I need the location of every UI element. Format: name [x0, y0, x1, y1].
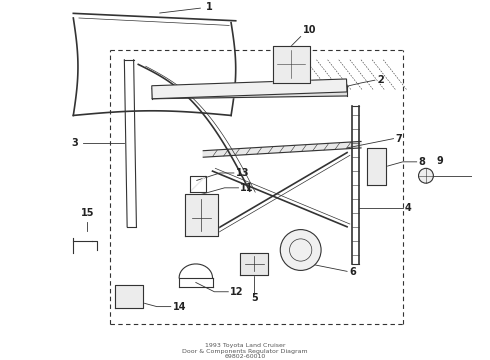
Text: 1993 Toyota Land Cruiser
Door & Components Regulator Diagram
69802-60010: 1993 Toyota Land Cruiser Door & Componen…	[182, 343, 308, 359]
Text: 9: 9	[437, 157, 443, 166]
Text: 8: 8	[418, 157, 425, 167]
Polygon shape	[203, 141, 361, 157]
Polygon shape	[185, 194, 218, 236]
Text: 14: 14	[172, 302, 186, 312]
Text: 2: 2	[377, 75, 384, 85]
Text: 10: 10	[302, 25, 316, 35]
Text: 4: 4	[405, 203, 412, 213]
Polygon shape	[115, 285, 143, 309]
Text: 7: 7	[395, 134, 402, 144]
Text: 5: 5	[251, 293, 258, 303]
Polygon shape	[368, 148, 386, 185]
Text: 13: 13	[236, 168, 249, 178]
Polygon shape	[190, 176, 206, 192]
Text: 6: 6	[349, 267, 356, 277]
Circle shape	[418, 168, 433, 183]
Polygon shape	[273, 46, 310, 83]
Circle shape	[280, 230, 321, 270]
Bar	[152, 79, 347, 99]
Text: 3: 3	[71, 138, 78, 148]
Text: 1: 1	[206, 2, 213, 12]
Text: 11: 11	[241, 183, 254, 193]
Polygon shape	[152, 86, 347, 99]
Text: 12: 12	[230, 287, 244, 297]
Text: 15: 15	[80, 207, 94, 217]
Polygon shape	[241, 253, 268, 275]
